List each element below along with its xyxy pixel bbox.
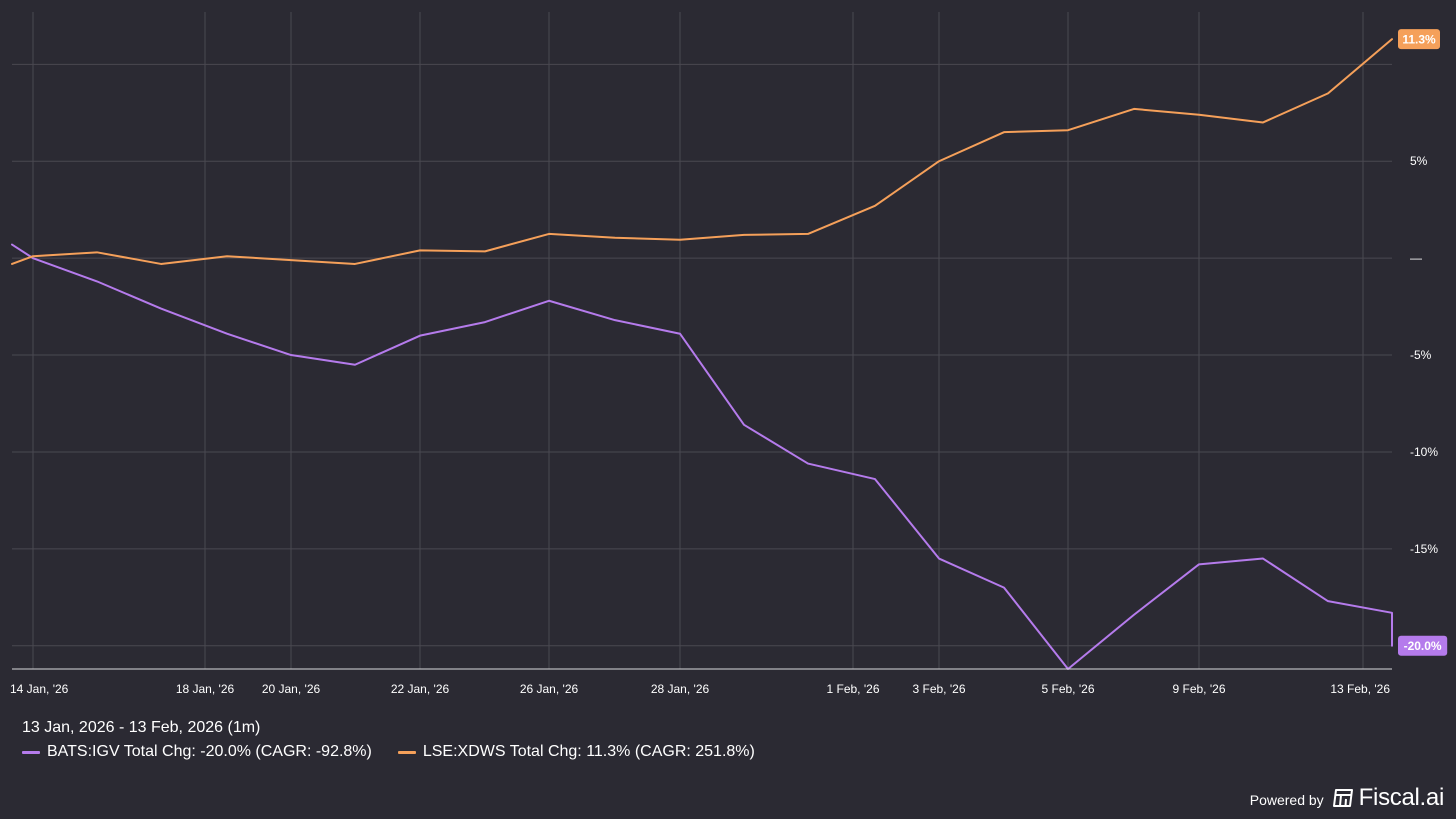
legend-item-xdws[interactable]: LSE:XDWS Total Chg: 11.3% (CAGR: 251.8%)	[397, 743, 755, 761]
series-layer	[11, 38, 1393, 670]
x-tick-label: 18 Jan, '26	[176, 682, 235, 696]
line-chart: 14 Jan, '26 18 Jan, '26 20 Jan, '26 22 Jan,…	[10, 12, 1448, 696]
end-value-tag-text: -20.0%	[1404, 639, 1442, 653]
end-value-tag-text: 11.3%	[1402, 33, 1436, 47]
x-tick-label: 13 Feb, '26	[1330, 682, 1390, 696]
end-labels: 11.3% -20.0%	[1398, 29, 1448, 656]
x-tick-label: 1 Feb, '26	[827, 682, 880, 696]
y-tick-label: —	[1410, 251, 1422, 265]
y-tick-label: -15%	[1410, 542, 1438, 556]
legend-swatch-igv	[22, 750, 40, 754]
legend-label-xdws: LSE:XDWS Total Chg: 11.3% (CAGR: 251.8%)	[422, 743, 755, 760]
brand-attribution[interactable]: Powered by Fiscal.ai	[1249, 784, 1445, 812]
brand-prefix: Powered by	[1249, 792, 1324, 808]
y-tick-label: -10%	[1410, 445, 1438, 459]
x-tick-label: 14 Jan, '26	[10, 682, 69, 696]
brand-name: Fiscal.ai	[1358, 784, 1445, 811]
y-tick-label: 5%	[1410, 154, 1428, 168]
x-tick-label: 22 Jan, '26	[391, 682, 450, 696]
x-tick-label: 20 Jan, '26	[262, 682, 321, 696]
series-line-bats-igv[interactable]	[11, 243, 1393, 670]
end-value-tag-bg	[1398, 635, 1448, 656]
x-tick-label: 9 Feb, '26	[1173, 682, 1226, 696]
legend-item-igv[interactable]: BATS:IGV Total Chg: -20.0% (CAGR: -92.8%…	[22, 743, 372, 761]
x-tick-label: 26 Jan, '26	[520, 682, 579, 696]
legend-swatch-xdws	[397, 750, 416, 754]
end-value-tag: 11.3%	[1398, 29, 1440, 50]
end-value-tag-bg	[1398, 29, 1440, 50]
x-tick-label: 5 Feb, '26	[1042, 682, 1095, 696]
legend: BATS:IGV Total Chg: -20.0% (CAGR: -92.8%…	[22, 743, 781, 761]
y-tick-label: -5%	[1410, 348, 1432, 362]
date-range-label: 13 Jan, 2026 - 13 Feb, 2026 (1m)	[22, 719, 261, 736]
x-tick-label: 28 Jan, '26	[651, 682, 710, 696]
x-tick-label: 3 Feb, '26	[913, 682, 966, 696]
fiscal-logo-icon	[1332, 789, 1353, 807]
legend-label-igv: BATS:IGV Total Chg: -20.0% (CAGR: -92.8%…	[47, 743, 372, 760]
series-line-lse-xdws[interactable]	[11, 38, 1393, 265]
end-value-tag: -20.0%	[1398, 635, 1448, 656]
grid	[12, 12, 1392, 669]
